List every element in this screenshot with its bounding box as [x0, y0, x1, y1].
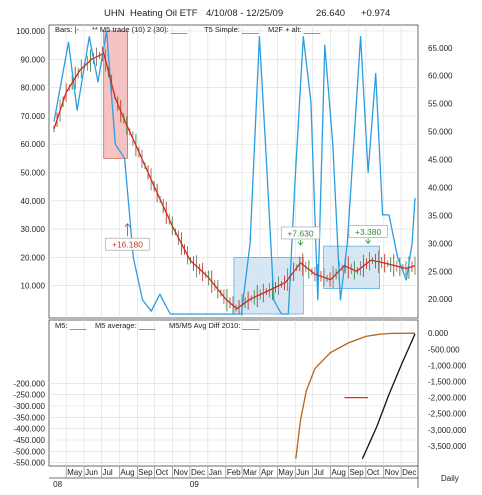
y-tick-left: 80.000 — [21, 84, 46, 93]
y-tick-right: -1,500.000 — [428, 378, 467, 387]
series-m5-average — [361, 333, 416, 460]
year-label: 08 — [53, 480, 62, 489]
y-tick-left: -350.000 — [13, 413, 45, 422]
footer-daily: Daily — [441, 474, 459, 483]
month-label: Nov — [174, 468, 188, 477]
y-tick-right: -500.000 — [428, 345, 460, 354]
month-label: Aug — [120, 468, 134, 477]
header-symbol: UHN — [104, 8, 125, 19]
y-tick-left: -300.000 — [13, 402, 45, 411]
y-tick-right: 55.000 — [428, 100, 453, 109]
y-tick-left: 70.000 — [21, 112, 46, 121]
legend-m5-trade: ** M5 trade (10) 2 (30): ____ — [92, 25, 188, 34]
legend-m5: M5: ____ — [55, 321, 87, 330]
y-tick-left: -200.000 — [13, 379, 45, 388]
y-tick-left: 60.000 — [21, 140, 46, 149]
y-tick-right: 35.000 — [428, 211, 453, 220]
y-tick-left: -450.000 — [13, 436, 45, 445]
y-tick-right: 25.000 — [428, 267, 453, 276]
month-label: Oct — [156, 468, 169, 477]
month-label: Jun — [85, 468, 98, 477]
header-change: +0.974 — [361, 8, 390, 19]
header-name: Heating Oil ETF — [130, 8, 198, 19]
y-tick-right: 65.000 — [428, 44, 453, 53]
legend-m2f-alt: M2F + alt: ____ — [268, 25, 321, 34]
legend-m5-diff: M5/M5 Avg Diff 2010: ____ — [169, 321, 260, 330]
y-tick-left: 50.000 — [21, 169, 46, 178]
month-label: Sep — [138, 468, 153, 477]
y-tick-left: 30.000 — [21, 225, 46, 234]
month-label: Feb — [227, 468, 241, 477]
y-tick-right: 40.000 — [428, 183, 453, 192]
month-label: Jul — [102, 468, 112, 477]
trade-result-box — [280, 226, 320, 240]
series-m5-trade — [53, 52, 416, 310]
y-tick-right: -2,000.000 — [428, 394, 467, 403]
y-tick-right: 30.000 — [428, 239, 453, 248]
trade-result-label: +7.630 — [287, 228, 314, 238]
trade-box — [103, 30, 128, 159]
y-tick-right: -2,500.000 — [428, 410, 467, 419]
y-tick-left: 90.000 — [21, 55, 46, 64]
trade-result-label: +3.380 — [355, 227, 382, 237]
header-last-price: 26.640 — [316, 8, 345, 19]
legend-bars: Bars: |- — [55, 25, 80, 34]
y-tick-right: 50.000 — [428, 128, 453, 137]
month-label: Jan — [209, 468, 222, 477]
month-label: Oct — [367, 468, 380, 477]
indicator-panel-frame — [48, 319, 419, 467]
y-tick-right: -3,500.000 — [428, 442, 467, 451]
month-label: May — [278, 468, 293, 477]
series-m2f-alt — [53, 30, 416, 315]
y-tick-right: 60.000 — [428, 72, 453, 81]
y-tick-left: 100.000 — [16, 27, 45, 36]
month-label: Dec — [402, 468, 416, 477]
legend-m5-average: M5 average: ____ — [95, 321, 156, 330]
month-label: Jul — [314, 468, 324, 477]
trade-result-label: +16.180 — [112, 240, 143, 250]
year-label: 09 — [190, 480, 199, 489]
month-label: Jun — [296, 468, 309, 477]
trade-result-box — [105, 237, 150, 251]
month-label: Sep — [349, 468, 364, 477]
y-tick-left: -550.000 — [13, 459, 45, 468]
month-label: Dec — [191, 468, 205, 477]
trade-arrow-head — [124, 223, 131, 228]
trade-arrow-head — [297, 241, 304, 246]
month-label: Nov — [385, 468, 399, 477]
y-tick-left: -500.000 — [13, 447, 45, 456]
y-tick-right: 20.000 — [428, 295, 453, 304]
y-tick-left: -250.000 — [13, 391, 45, 400]
month-label: Aug — [332, 468, 346, 477]
series-m5 — [295, 332, 416, 459]
y-tick-right: -3,000.000 — [428, 426, 467, 435]
trade-result-box — [348, 224, 388, 238]
y-tick-right: 0.000 — [428, 329, 449, 338]
y-tick-left: 10.000 — [21, 282, 46, 291]
y-tick-left: 40.000 — [21, 197, 46, 206]
month-label: Apr — [261, 468, 274, 477]
y-tick-left: 20.000 — [21, 253, 46, 262]
month-label: May — [67, 468, 82, 477]
y-tick-left: -400.000 — [13, 425, 45, 434]
trade-arrow-head — [365, 240, 371, 244]
y-tick-right: -1,000.000 — [428, 361, 467, 370]
month-label: Mar — [243, 468, 257, 477]
y-tick-right: 45.000 — [428, 156, 453, 165]
header-date-range: 4/10/08 - 12/25/09 — [206, 8, 283, 19]
legend-t5-simple: T5 Simple: ____ — [204, 25, 259, 34]
